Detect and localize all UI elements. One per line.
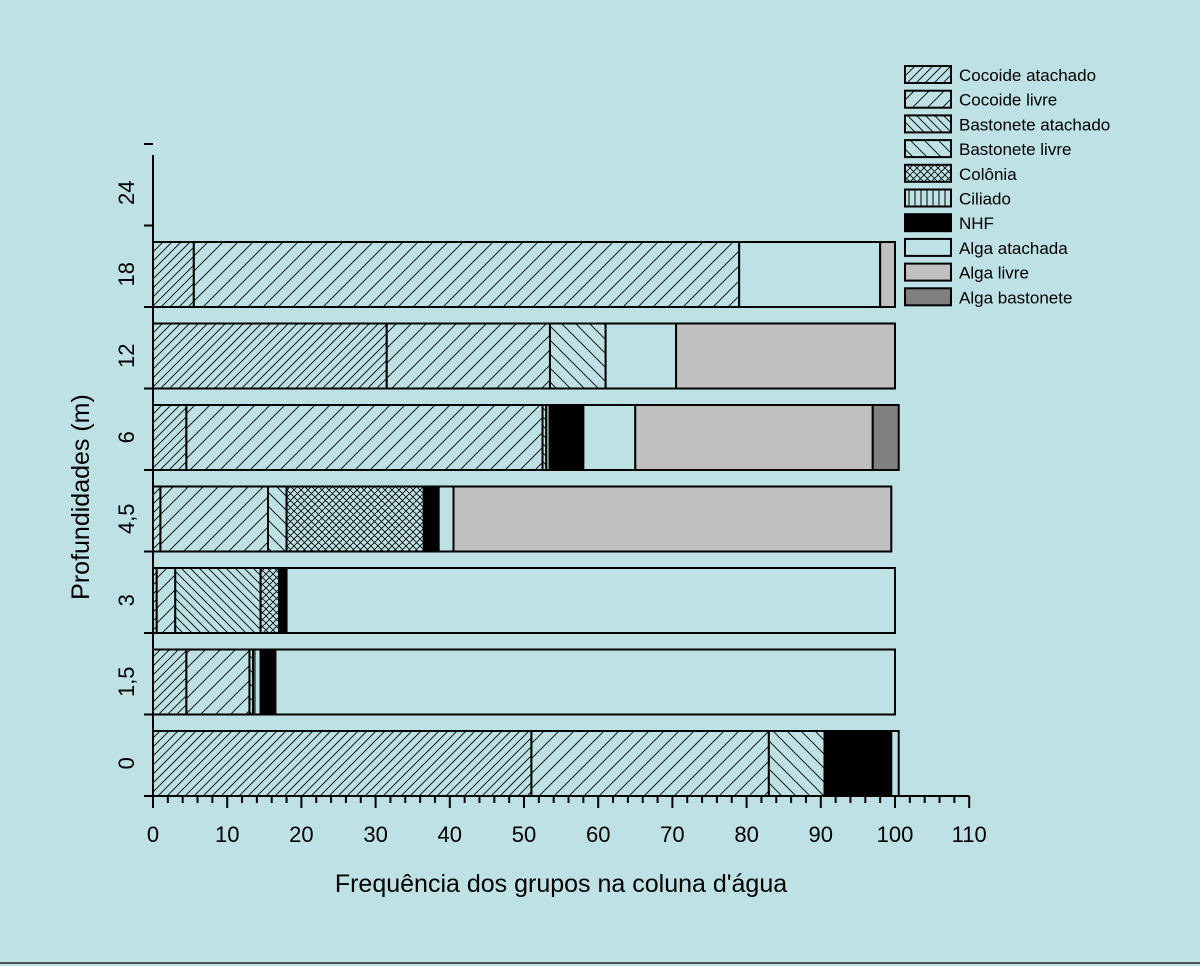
x-tick-label: 30 (363, 822, 387, 847)
bar-segment (152, 241, 195, 308)
legend-swatch (904, 262, 952, 282)
y-axis-title: Profundidades (m) (67, 394, 95, 600)
legend-swatch (904, 65, 952, 84)
bar-segment (152, 730, 533, 797)
legend-label: NHF (959, 214, 994, 233)
y-tick-label: 0 (114, 757, 139, 769)
bar-segment (155, 567, 177, 634)
legend-swatch (904, 188, 952, 208)
y-tick-label: 1,5 (114, 666, 139, 697)
bar-segment (823, 730, 893, 797)
bar-segment (548, 404, 585, 471)
legend-swatch (904, 287, 952, 307)
bar-segment (385, 322, 551, 390)
bar-segment (152, 485, 162, 553)
legend-label: Colônia (959, 165, 1017, 184)
x-tick-label: 70 (660, 822, 684, 847)
bar-segment (185, 404, 544, 471)
x-tick-label: 90 (809, 822, 833, 847)
bar-segment (422, 485, 440, 553)
axes-layer (144, 143, 971, 808)
page-bottom-rule (0, 962, 1200, 964)
bar-segment (252, 648, 262, 716)
bar-segment (274, 648, 896, 716)
y-tick-label: 6 (114, 431, 139, 443)
x-tick-label: 60 (586, 822, 610, 847)
x-tick-label: 80 (734, 822, 758, 847)
bar-segment (548, 322, 607, 390)
legend-label: Alga livre (959, 264, 1029, 283)
bar-segment (871, 404, 900, 471)
legend-swatch (904, 163, 952, 183)
legend-swatch (904, 213, 952, 233)
bar-segment (152, 404, 188, 471)
x-axis-title: Frequência dos grupos na coluna d'água (335, 870, 787, 898)
y-tick-label: 4,5 (114, 503, 139, 534)
bar-segment (152, 648, 188, 716)
bar-segment (192, 241, 741, 308)
bar-segment (530, 730, 770, 797)
bar-segment (767, 730, 826, 797)
bar-segment (185, 648, 251, 716)
legend-label: Alga atachada (959, 239, 1068, 258)
y-tick-label: 12 (114, 344, 139, 368)
bar-segment (259, 567, 281, 634)
bar-segment (604, 322, 678, 390)
bar-segment (259, 648, 277, 716)
y-tick-label: 24 (114, 181, 139, 205)
y-tick-label: 3 (114, 594, 139, 606)
x-tick-label: 20 (289, 822, 313, 847)
x-tick-label: 100 (877, 822, 914, 847)
bar-segment (675, 322, 896, 390)
legend-swatch (904, 139, 952, 159)
legend-label: Alga bastonete (959, 288, 1072, 307)
x-tick-label: 110 (952, 822, 987, 847)
x-tick-label: 0 (147, 822, 159, 847)
bar-segment (879, 241, 896, 308)
bar-segment (582, 404, 637, 471)
bar-segment (278, 567, 288, 634)
bar-segment (159, 485, 270, 553)
x-tick-label: 50 (512, 822, 536, 847)
x-tick-label: 10 (215, 822, 239, 847)
bar-segment (738, 241, 882, 308)
bar-segment (285, 567, 896, 634)
legend-swatch (904, 89, 952, 109)
legend-label: Bastonete livre (959, 140, 1071, 159)
legend-swatch (904, 237, 952, 257)
bar-segment (890, 730, 900, 797)
legend-label: Cocoide atachado (959, 66, 1096, 85)
bars-layer (152, 241, 900, 797)
legend-label: Ciliado (959, 190, 1011, 209)
bar-segment (152, 322, 388, 390)
legend: Cocoide atachado Cocoide livre Bastonete a… (904, 65, 1110, 307)
legend-swatch (904, 114, 952, 134)
bar-segment (267, 485, 288, 553)
bar-segment (285, 485, 425, 553)
bar-segment (174, 567, 262, 634)
tick-labels: 0 10 20 30 40 50 60 70 80 90 100 110 0 1,5 3 4,5 6 12 18 24 (114, 181, 987, 847)
legend-label: Cocoide livre (959, 91, 1057, 110)
legend-label: Bastonete atachado (959, 115, 1110, 134)
bar-segment (452, 485, 893, 553)
bar-segment (634, 404, 874, 471)
bar-segment (437, 485, 455, 553)
x-tick-label: 40 (438, 822, 462, 847)
y-tick-label: 18 (114, 262, 139, 286)
